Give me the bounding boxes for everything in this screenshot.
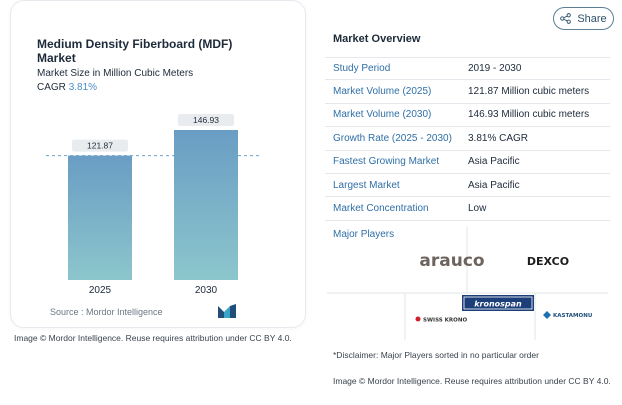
overview-row: Market Volume (2030) 146.93 Million cubic… (325, 104, 610, 128)
chart-source: Source : Mordor Intelligence (50, 307, 163, 317)
major-players-title: Major Players (333, 229, 395, 240)
kastamonu-text: KASTAMONU (553, 313, 592, 319)
overview-row: Market Volume (2025) 121.87 Million cubic… (325, 80, 610, 104)
bar-2030 (174, 130, 238, 280)
overview-value: Asia Pacific (468, 156, 520, 168)
overview-row: Growth Rate (2025 - 2030) 3.81% CAGR (325, 127, 610, 151)
overview-row: Study Period 2019 - 2030 (325, 57, 610, 81)
overview-value: Asia Pacific (468, 179, 520, 191)
share-icon (560, 13, 572, 24)
attribution-text: Image © Mordor Intelligence. Reuse requi… (14, 333, 292, 343)
data-label: 121.87 (87, 141, 113, 151)
chart-subtitle: Market Size in Million Cubic Meters (37, 68, 194, 79)
mordor-logo-icon (218, 304, 236, 318)
overview-label: Study Period (333, 63, 391, 75)
overview-value: 2019 - 2030 (468, 63, 522, 75)
swiss-krono-logo: SWISS KRONO (415, 316, 467, 324)
overview-label: Market Volume (2025) (333, 86, 432, 98)
dexco-logo: DEXCO (527, 255, 569, 268)
kronospan-text: kronospan (474, 300, 522, 309)
overview-label: Market Volume (2030) (333, 109, 432, 121)
overview-label: Largest Market (333, 179, 400, 191)
chart-cagr: CAGR 3.81% (37, 82, 97, 93)
kronospan-logo: kronospan (462, 295, 534, 311)
arauco-logo: arauco (419, 251, 484, 271)
overview-table: Study Period 2019 - 2030 Market Volume (20… (325, 57, 610, 221)
major-players-logos: arauco DEXCO SWISS KRONO kronospan KASTA… (327, 227, 608, 340)
overview-row: Fastest Growing Market Asia Pacific (325, 151, 610, 174)
overview-value: Low (468, 203, 487, 215)
cagr-value: 3.81% (68, 82, 98, 93)
overview-title: Market Overview (333, 33, 421, 45)
data-label-bg (72, 139, 128, 152)
bar-chart: 121.87 2025 146.93 2030 (46, 114, 262, 296)
attribution-text-right: Image © Mordor Intelligence. Reuse requi… (333, 376, 611, 386)
overview-label: Market Concentration (333, 203, 429, 215)
chart-title: Medium Density Fiberboard (MDF) Market (37, 37, 233, 65)
swiss-krono-text: SWISS KRONO (423, 318, 467, 324)
share-label: Share (577, 12, 607, 25)
data-label-bg (178, 114, 234, 126)
x-tick-label: 2025 (89, 285, 112, 296)
overview-label: Growth Rate (2025 - 2030) (333, 132, 452, 144)
kastamonu-logo: KASTAMONU (543, 311, 592, 319)
overview-value: 121.87 Million cubic meters (468, 86, 590, 98)
overview-row: Market Concentration Low (325, 197, 610, 221)
overview-value: 146.93 Million cubic meters (468, 109, 590, 121)
overview-value: 3.81% CAGR (468, 132, 529, 144)
x-tick-label: 2030 (195, 285, 218, 296)
bar-2025 (68, 155, 132, 280)
overview-row: Largest Market Asia Pacific (325, 174, 610, 198)
cagr-label: CAGR (37, 82, 66, 93)
overview-label: Fastest Growing Market (333, 156, 440, 168)
disclaimer-text: *Disclaimer: Major Players sorted in no … (333, 350, 539, 360)
share-button[interactable]: Share (553, 7, 614, 30)
chart-card (10, 0, 306, 328)
data-label: 146.93 (193, 115, 219, 125)
